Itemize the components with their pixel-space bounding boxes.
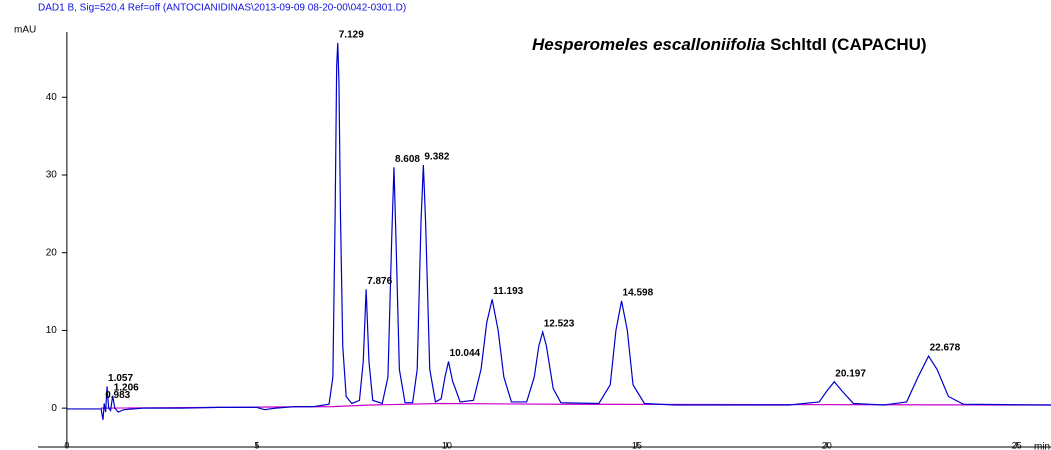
peak-label: 8.608 [395, 154, 420, 165]
y-tick-label: 30 [46, 170, 58, 181]
peak-label: 1.057 [108, 373, 133, 384]
title-species: Hesperomeles escalloniifolia [532, 35, 765, 54]
x-tick-label: 15 [632, 440, 642, 450]
peak-label: 10.044 [450, 348, 481, 359]
peak-label: 20.197 [835, 368, 866, 379]
x-tick-label: 20 [822, 440, 832, 450]
trace [66, 42, 1051, 420]
chart-title: Hesperomeles escalloniifolia Schltdl (CA… [532, 35, 927, 54]
peak-label: 22.678 [930, 343, 961, 354]
peak-label: 7.876 [367, 276, 392, 287]
y-tick-label: 0 [51, 403, 57, 414]
y-axis-label: mAU [14, 25, 36, 36]
peak-label: 11.193 [493, 286, 523, 297]
peak-label: 9.382 [424, 152, 449, 163]
y-tick-label: 10 [46, 325, 58, 336]
y-tick-label: 20 [46, 247, 58, 258]
peak-label: 14.598 [623, 288, 654, 299]
title-rest: Schltdl (CAPACHU) [770, 35, 926, 54]
x-tick-label: 5 [254, 440, 259, 450]
peak-label: 0.983 [105, 390, 130, 401]
x-tick-label: 0 [64, 440, 69, 450]
peak-label: 7.129 [339, 30, 364, 41]
peak-label: 12.523 [544, 319, 575, 330]
x-axis-label: min [1034, 442, 1050, 450]
x-tick-label: 25 [1012, 440, 1022, 450]
header: DAD1 B, Sig=520,4 Ref=off (ANTOCIANIDINA… [38, 3, 406, 14]
x-tick-label: 10 [442, 440, 452, 450]
peak-label: 1.206 [114, 382, 139, 393]
y-tick-label: 40 [46, 92, 58, 103]
